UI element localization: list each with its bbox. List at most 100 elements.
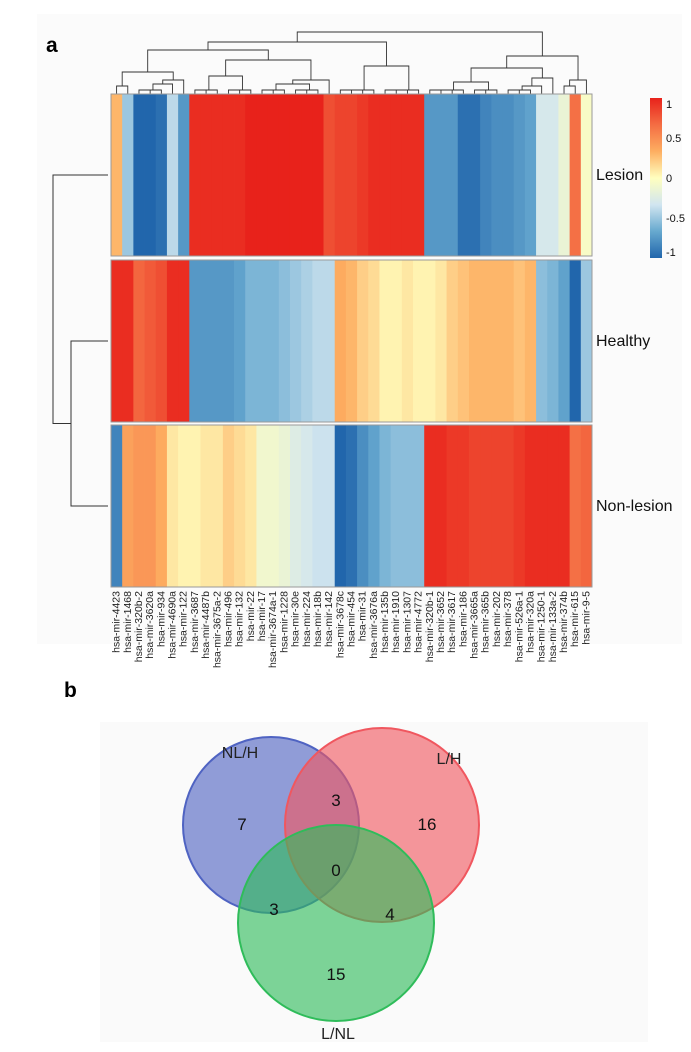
- heatmap-row-border: [110, 424, 593, 588]
- column-label: hsa-mir-1307: [401, 591, 413, 653]
- column-label: hsa-mir-496: [222, 591, 234, 647]
- heatmap-cell: [289, 94, 302, 256]
- heatmap-cell: [122, 260, 134, 422]
- column-dendrogram-branch-7: [200, 89, 218, 94]
- column-label: hsa-mir-132: [234, 591, 246, 647]
- heatmap-cell: [211, 260, 224, 422]
- heatmap-cell: [558, 94, 571, 256]
- color-scale-bar: [650, 98, 662, 258]
- heatmap-cell: [133, 94, 145, 256]
- heatmap-cell: [166, 425, 179, 587]
- column-label: hsa-mir-934: [155, 591, 167, 647]
- heatmap-cell: [312, 425, 324, 587]
- heatmap-cell: [524, 260, 537, 422]
- heatmap-cell: [256, 425, 269, 587]
- venn-region-count: 3: [269, 900, 278, 919]
- column-label: hsa-mir-224: [301, 591, 313, 647]
- venn-region-count: 15: [327, 965, 346, 984]
- heatmap-cell: [413, 425, 425, 587]
- column-label: hsa-mir-9-5: [580, 591, 592, 645]
- column-dendrogram-branch-9: [234, 89, 252, 94]
- heatmap-cell: [424, 425, 436, 587]
- heatmap-cell: [345, 425, 358, 587]
- heatmap-cell: [468, 425, 481, 587]
- heatmap-cell: [301, 260, 313, 422]
- color-scale-tick-label: 1: [666, 99, 672, 111]
- heatmap-cell: [424, 94, 436, 256]
- heatmap-cell: [345, 260, 358, 422]
- venn-region-count: 16: [418, 815, 437, 834]
- heatmap-cell: [502, 94, 515, 256]
- column-label: hsa-mir-3676a: [368, 591, 380, 659]
- heatmap-cell: [144, 94, 157, 256]
- heatmap-cell: [222, 94, 235, 256]
- column-dendrogram-branch-31: [480, 89, 498, 94]
- column-label: hsa-mir-1468: [122, 591, 134, 653]
- heatmap-cell: [133, 425, 145, 587]
- venn-diagram: NL/H L/H L/NL 7 16 15 3 3 4 0: [182, 727, 480, 1043]
- heatmap-cell: [323, 260, 336, 422]
- heatmap-cell: [513, 425, 526, 587]
- heatmap-cell: [569, 94, 582, 256]
- venn-circle: [237, 824, 435, 1022]
- heatmap-cell: [166, 94, 179, 256]
- column-label: hsa-mir-202: [491, 591, 503, 647]
- heatmap-cell: [245, 425, 257, 587]
- heatmap-cell: [368, 260, 380, 422]
- heatmap-cell: [569, 260, 582, 422]
- heatmap-cell: [133, 260, 145, 422]
- column-label: hsa-mir-320b-1: [424, 591, 436, 662]
- heatmap-cell: [524, 94, 537, 256]
- column-label: hsa-mir-3674a-1: [267, 591, 279, 668]
- heatmap-cell: [401, 94, 414, 256]
- venn-set-label: NL/H: [222, 745, 258, 762]
- column-dendrogram-branch-24: [399, 89, 420, 94]
- column-dendrogram-branch-27: [429, 89, 442, 94]
- color-scale-tick-label: -1: [666, 247, 676, 259]
- heatmap-cell: [446, 94, 459, 256]
- heatmap-cell: [122, 425, 134, 587]
- heatmap-cell: [234, 260, 246, 422]
- column-label: hsa-mir-3620a: [144, 591, 156, 659]
- heatmap-cell: [111, 425, 123, 587]
- row-dendrogram: [52, 174, 108, 507]
- row-label: Healthy: [596, 333, 650, 350]
- heatmap-cell: [334, 425, 347, 587]
- venn-region-count: 0: [331, 861, 340, 880]
- heatmap-cell: [401, 260, 414, 422]
- column-label: hsa-mir-454: [346, 591, 358, 647]
- row-label: Lesion: [596, 167, 643, 184]
- heatmap-cell: [211, 425, 224, 587]
- heatmap-cell: [502, 260, 515, 422]
- heatmap-cell: [547, 260, 559, 422]
- heatmap-cell: [491, 260, 503, 422]
- heatmap-cell: [178, 260, 190, 422]
- column-label: hsa-mir-365b: [480, 591, 492, 653]
- heatmap-cell: [357, 260, 369, 422]
- heatmap-cell: [334, 94, 347, 256]
- heatmap-cell: [222, 260, 235, 422]
- heatmap-cell: [446, 260, 459, 422]
- heatmap-cell: [234, 94, 246, 256]
- column-label: hsa-mir-3678c: [334, 591, 346, 658]
- heatmap-cell: [267, 94, 280, 256]
- heatmap-cell: [390, 260, 403, 422]
- heatmap-cell: [256, 94, 269, 256]
- column-dendrogram-branch-41: [296, 31, 543, 56]
- column-label: hsa-mir-3617: [446, 591, 458, 653]
- column-label: hsa-mir-374b: [558, 591, 570, 653]
- column-label: hsa-mir-18b: [312, 591, 324, 647]
- heatmap-cell: [144, 260, 157, 422]
- heatmap-cell: [211, 94, 224, 256]
- column-dendrogram-branch-34: [513, 89, 531, 94]
- heatmap-cell: [111, 260, 123, 422]
- column-label: hsa-mir-320a: [524, 591, 536, 653]
- color-scale-tick-label: 0.5: [666, 133, 681, 145]
- column-label: hsa-mir-30e: [290, 591, 302, 647]
- heatmap-cell: [278, 94, 291, 256]
- heatmap-cell: [457, 94, 470, 256]
- heatmap-cell: [558, 260, 571, 422]
- column-label: hsa-mir-122: [178, 591, 190, 647]
- heatmap-cell: [413, 260, 425, 422]
- panel-label-b: b: [64, 679, 77, 702]
